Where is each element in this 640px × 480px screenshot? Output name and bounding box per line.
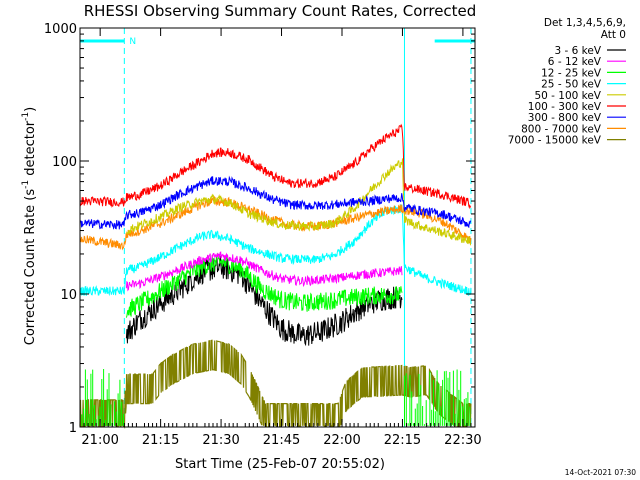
series-line-4 xyxy=(125,158,472,246)
x-tick-label: 22:15 xyxy=(384,433,421,448)
chart-title: RHESSI Observing Summary Count Rates, Co… xyxy=(84,2,477,20)
legend-label-2: 12 - 25 keV xyxy=(541,67,602,79)
series-line-7 xyxy=(79,195,472,251)
legend-label-5: 100 - 300 keV xyxy=(528,101,602,113)
legend-label-3: 25 - 50 keV xyxy=(541,79,602,91)
flag-markers: N xyxy=(80,28,475,427)
y-tick-label: 1000 xyxy=(44,22,77,37)
night-flag-label: N xyxy=(129,37,136,47)
series-group xyxy=(79,123,472,430)
x-tick-label: 21:45 xyxy=(263,433,300,448)
x-tick-label: 21:15 xyxy=(142,433,179,448)
series-line-2 xyxy=(125,253,403,318)
series-line-3 xyxy=(79,204,472,297)
x-tick-label: 22:00 xyxy=(323,433,360,448)
series-line-5 xyxy=(79,123,472,210)
series-line-6 xyxy=(79,175,472,230)
legend-label-4: 50 - 100 keV xyxy=(534,90,601,102)
axis-ticks: 21:00 21:15 21:30 21:45 22:00 22:15 22:30 1 10 10… xyxy=(44,22,482,448)
series-line-0 xyxy=(125,255,403,347)
legend-detectors: Det 1,3,4,5,6,9, xyxy=(544,17,626,29)
plot-area: N 21:00 21:15 21:30 21:45 22:00 22:15 22:30 1 10… xyxy=(44,22,482,448)
x-tick-label: 21:00 xyxy=(81,433,118,448)
x-tick-label: 21:30 xyxy=(202,433,239,448)
x-tick-label: 22:30 xyxy=(444,433,481,448)
x-axis-label: Start Time (25-Feb-07 20:55:02) xyxy=(175,457,385,472)
y-tick-label: 1 xyxy=(69,421,77,436)
legend-attenuator: Att 0 xyxy=(601,29,626,41)
legend-label-1: 6 - 12 keV xyxy=(548,56,602,68)
y-axis-label: Corrected Count Rate (s-1 detector-1) xyxy=(21,107,38,345)
legend-label-6: 300 - 800 keV xyxy=(528,112,602,124)
series-line-1 xyxy=(125,251,403,292)
legend-label-0: 3 - 6 keV xyxy=(554,45,601,57)
legend-label-8: 7000 - 15000 keV xyxy=(508,135,602,147)
legend-label-7: 800 - 7000 keV xyxy=(521,123,602,135)
y-tick-label: 10 xyxy=(60,288,77,303)
generation-timestamp: 14-Oct-2021 07:30 xyxy=(565,468,636,477)
y-tick-label: 100 xyxy=(52,155,77,170)
series-line-8 xyxy=(79,339,472,430)
legend-header: Det 1,3,4,5,6,9, Att 0 xyxy=(544,17,626,41)
